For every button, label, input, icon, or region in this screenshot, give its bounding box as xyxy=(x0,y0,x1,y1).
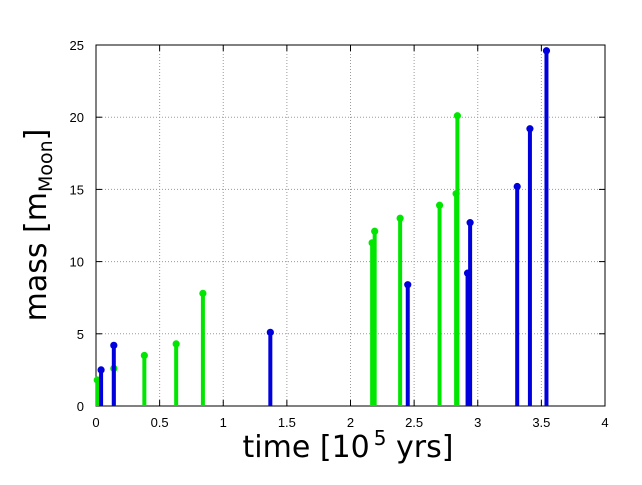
y-tick-label: 20 xyxy=(70,110,84,125)
data-point xyxy=(110,341,118,349)
x-tick-label: 2.5 xyxy=(405,415,423,430)
x-axis-title: time [10 5 yrs] xyxy=(243,426,454,465)
x-tick-label: 3.5 xyxy=(532,415,550,430)
x-tick-label: 0.5 xyxy=(151,415,169,430)
data-point xyxy=(396,214,404,222)
data-point xyxy=(172,340,180,348)
data-point xyxy=(513,182,521,191)
y-axis-title-subscript: Moon xyxy=(35,140,57,192)
data-point xyxy=(140,351,148,360)
data-point xyxy=(199,289,207,297)
grid xyxy=(96,45,605,406)
data-point xyxy=(435,201,444,209)
x-axis-title-exponent: 5 xyxy=(374,426,387,450)
data-point xyxy=(404,281,412,289)
y-axis-title: mass [mMoon] xyxy=(19,129,57,322)
data-point xyxy=(266,328,274,336)
data-point xyxy=(542,47,551,55)
x-tick-label: 3 xyxy=(474,415,481,430)
data-point xyxy=(371,227,379,235)
y-tick-label: 5 xyxy=(77,327,84,342)
x-tick-label: 1.5 xyxy=(278,415,296,430)
series-2 xyxy=(97,47,551,406)
y-tick-label: 25 xyxy=(70,38,84,53)
y-axis-title-base: mass [m xyxy=(19,192,54,321)
axis-ticks: 0 0.5 1 1.5 2 2.5 3 3.5 4 0 5 10 15 20 25 xyxy=(70,38,609,430)
y-tick-label: 0 xyxy=(77,399,84,414)
y-tick-label: 10 xyxy=(70,255,84,270)
data-series xyxy=(93,47,551,406)
data-point xyxy=(526,125,534,133)
x-axis-title-base: time [10 xyxy=(243,430,370,465)
data-point xyxy=(466,219,474,227)
series-1 xyxy=(93,112,461,406)
y-axis-title-rest: ] xyxy=(19,129,54,141)
x-tick-label: 4 xyxy=(601,415,608,430)
x-tick-label: 1 xyxy=(220,415,227,430)
data-point xyxy=(453,112,461,120)
data-point xyxy=(93,376,101,384)
data-point xyxy=(97,366,105,374)
y-tick-label: 15 xyxy=(70,182,84,197)
x-tick-label: 2 xyxy=(347,415,354,430)
x-axis-title-rest: yrs] xyxy=(386,430,453,465)
x-tick-label: 0 xyxy=(92,415,99,430)
